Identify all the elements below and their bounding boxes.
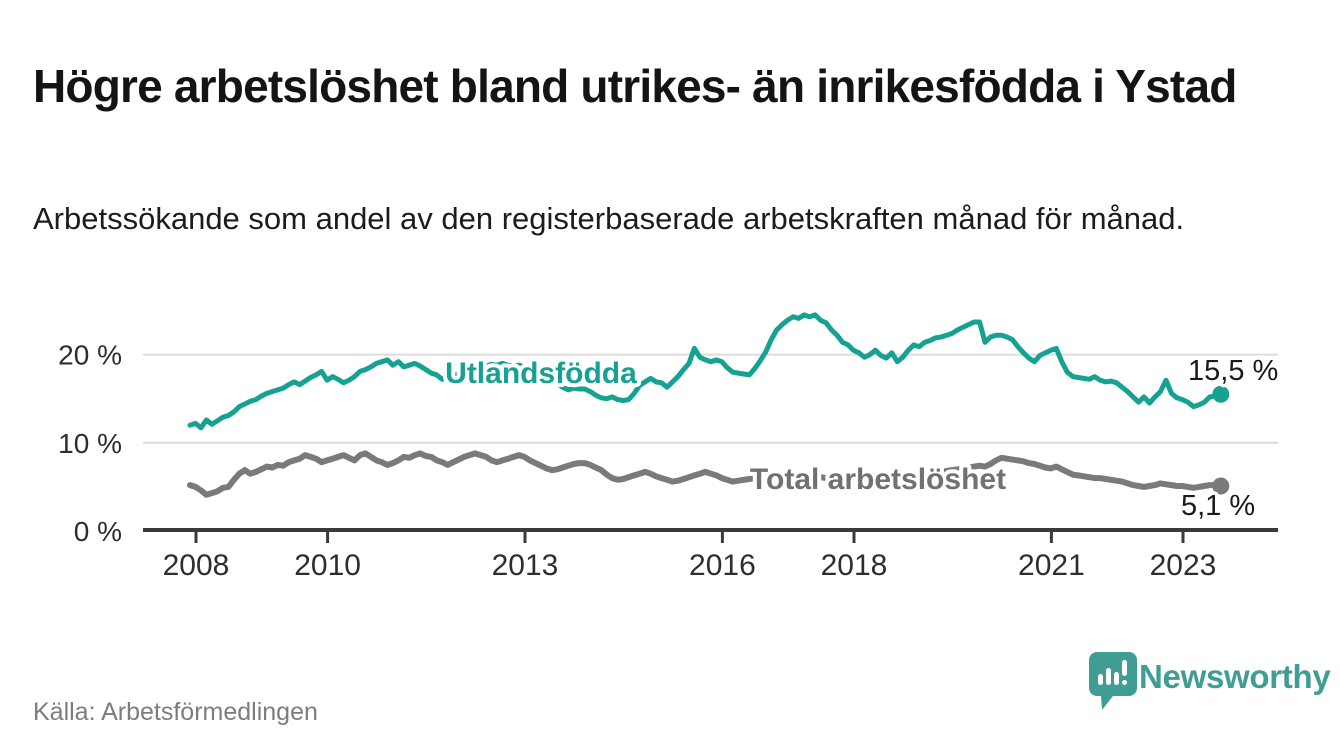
chart-labels: Utlandsfödda 15,5 % Total arbetslöshet 5,1 … [441,352,1282,526]
newsworthy-logo[interactable]: Newsworthy [1087,650,1331,714]
y-tick-label: 20 % [58,340,122,371]
x-tick-label: 2023 [1150,549,1217,582]
end-value-label-total-arbetsloshet: 5,1 % [1181,490,1255,522]
x-tick-label: 2010 [294,549,361,582]
x-tick-label: 2021 [1018,549,1085,582]
chart-subtitle: Arbetssökande som andel av den registerb… [33,201,1185,236]
x-tick-label: 2013 [492,549,559,582]
end-dot-total-arbetsloshet [1212,477,1230,495]
x-axis: 2008 2010 2013 2016 2018 2021 2023 [143,528,1278,582]
chart-title: Högre arbetslöshet bland utrikes- än inr… [33,59,1237,112]
series-line-total-arbetsloshet [187,450,1224,498]
y-tick-label: 10 % [58,428,122,459]
end-dot-utlandsfodda [1212,385,1230,403]
x-tick-label: 2018 [821,549,888,582]
series-label-total-arbetsloshet: Total arbetslöshet [750,463,1006,496]
x-tick-label: 2008 [163,549,230,582]
series-line-utlandsfodda [187,312,1224,431]
gridlines: 0 % 10 % 20 % [58,340,1278,547]
series-lines [187,312,1230,498]
y-tick-label: 0 % [74,516,122,547]
bar-chart-speech-bubble-icon [1089,652,1137,710]
series-label-utlandsfodda: Utlandsfödda [445,357,637,390]
newsworthy-wordmark: Newsworthy [1139,658,1331,695]
x-tick-label: 2016 [689,549,756,582]
source-note: Källa: Arbetsförmedlingen [33,698,318,726]
end-value-label-utlandsfodda: 15,5 % [1188,355,1278,387]
